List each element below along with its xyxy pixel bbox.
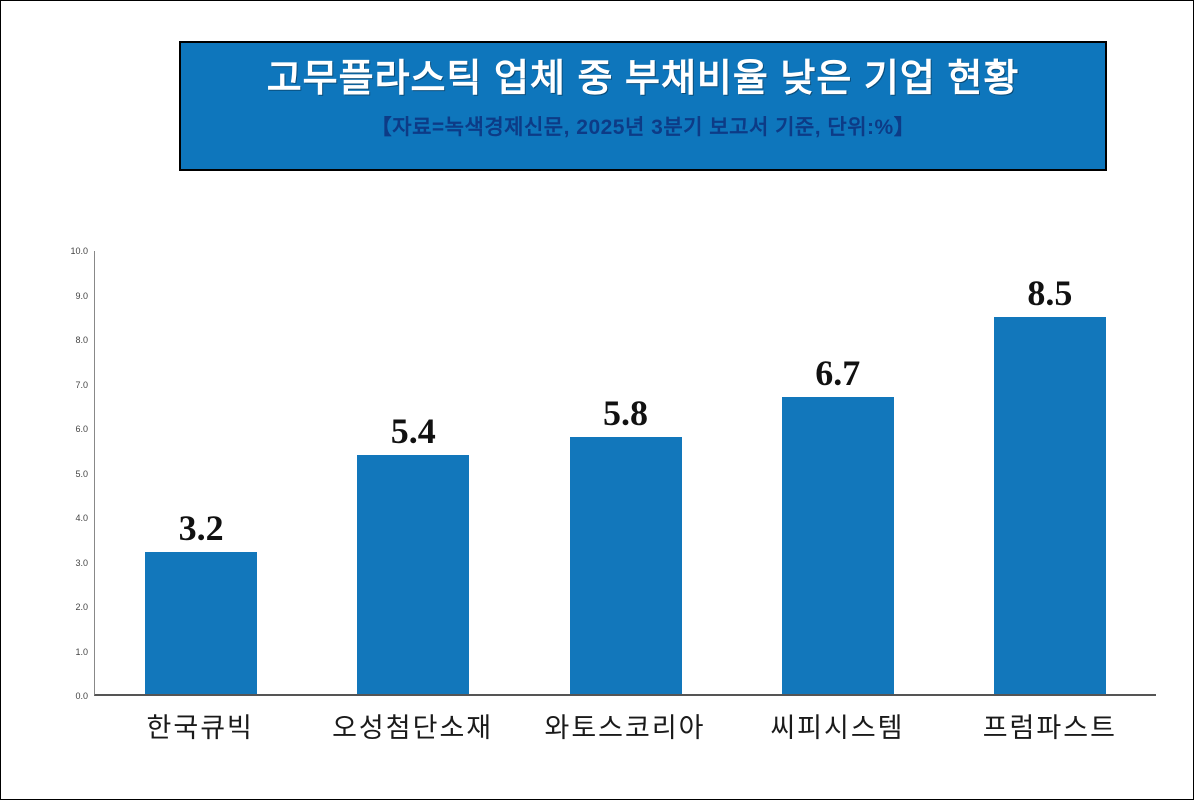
bar xyxy=(993,317,1106,694)
bar-column: 3.2 xyxy=(95,251,307,694)
y-axis: 0.0 1.0 2.0 3.0 4.0 5.0 6.0 7.0 8.0 9.0 10.0 xyxy=(56,246,94,701)
y-axis-tick-label: 9.0 xyxy=(75,290,88,301)
x-axis-category-label: 한국큐빅 xyxy=(146,713,254,743)
y-axis-tick-label: 2.0 xyxy=(75,602,88,612)
x-axis-category-label: 오성첨단소재 xyxy=(332,713,494,743)
bar-column: 6.7 xyxy=(732,251,944,694)
y-axis-tick-label: 8.0 xyxy=(75,335,88,345)
x-axis-category-label: 와토스코리아 xyxy=(544,713,706,743)
bar-value-label: 5.4 xyxy=(390,410,436,451)
bar xyxy=(145,552,258,694)
y-axis-tick-label: 0.0 xyxy=(75,691,88,701)
bar-chart: 0.0 1.0 2.0 3.0 4.0 5.0 6.0 7.0 8.0 9.0 10.0 3.2 5.… xyxy=(56,246,1156,701)
bar-value-label: 5.8 xyxy=(603,393,648,434)
bar-value-label: 8.5 xyxy=(1027,273,1073,314)
bar-column: 8.5 xyxy=(944,251,1156,694)
chart-subtitle: 【자료=녹색경제신문, 2025년 3분기 보고서 기준, 단위:%】 xyxy=(370,115,916,139)
x-axis-category-label: 프럼파스트 xyxy=(982,713,1117,743)
x-axis-category-label: 씨피시스템 xyxy=(770,713,905,743)
chart-title-banner: 고무플라스틱 업체 중 부채비율 낮은 기업 현황 【자료=녹색경제신문, 20… xyxy=(179,41,1107,171)
y-axis-tick-label: 5.0 xyxy=(75,468,88,479)
y-axis-tick-label: 10.0 xyxy=(70,246,88,256)
bar xyxy=(357,454,470,694)
bar-value-label: 6.7 xyxy=(815,353,861,394)
y-axis-tick-label: 4.0 xyxy=(75,513,88,523)
bar-value-label: 3.2 xyxy=(178,508,224,549)
bar-column: 5.4 xyxy=(307,251,519,694)
y-axis-tick-label: 1.0 xyxy=(75,646,88,657)
bar xyxy=(781,397,894,694)
x-axis-labels: 한국큐빅 오성첨단소재 와토스코리아 씨피시스템 프럼파스트 xyxy=(94,706,1156,745)
chart-title: 고무플라스틱 업체 중 부채비율 낮은 기업 현황 xyxy=(266,58,1020,100)
plot-area: 3.2 5.4 5.8 6.7 8.5 xyxy=(94,251,1156,696)
bar-column: 5.8 xyxy=(519,251,731,694)
y-axis-tick-label: 6.0 xyxy=(75,424,88,434)
y-axis-tick-label: 3.0 xyxy=(75,557,88,568)
bar xyxy=(569,437,682,694)
y-axis-tick-label: 7.0 xyxy=(75,379,88,390)
bars-container: 3.2 5.4 5.8 6.7 8.5 xyxy=(95,251,1156,694)
